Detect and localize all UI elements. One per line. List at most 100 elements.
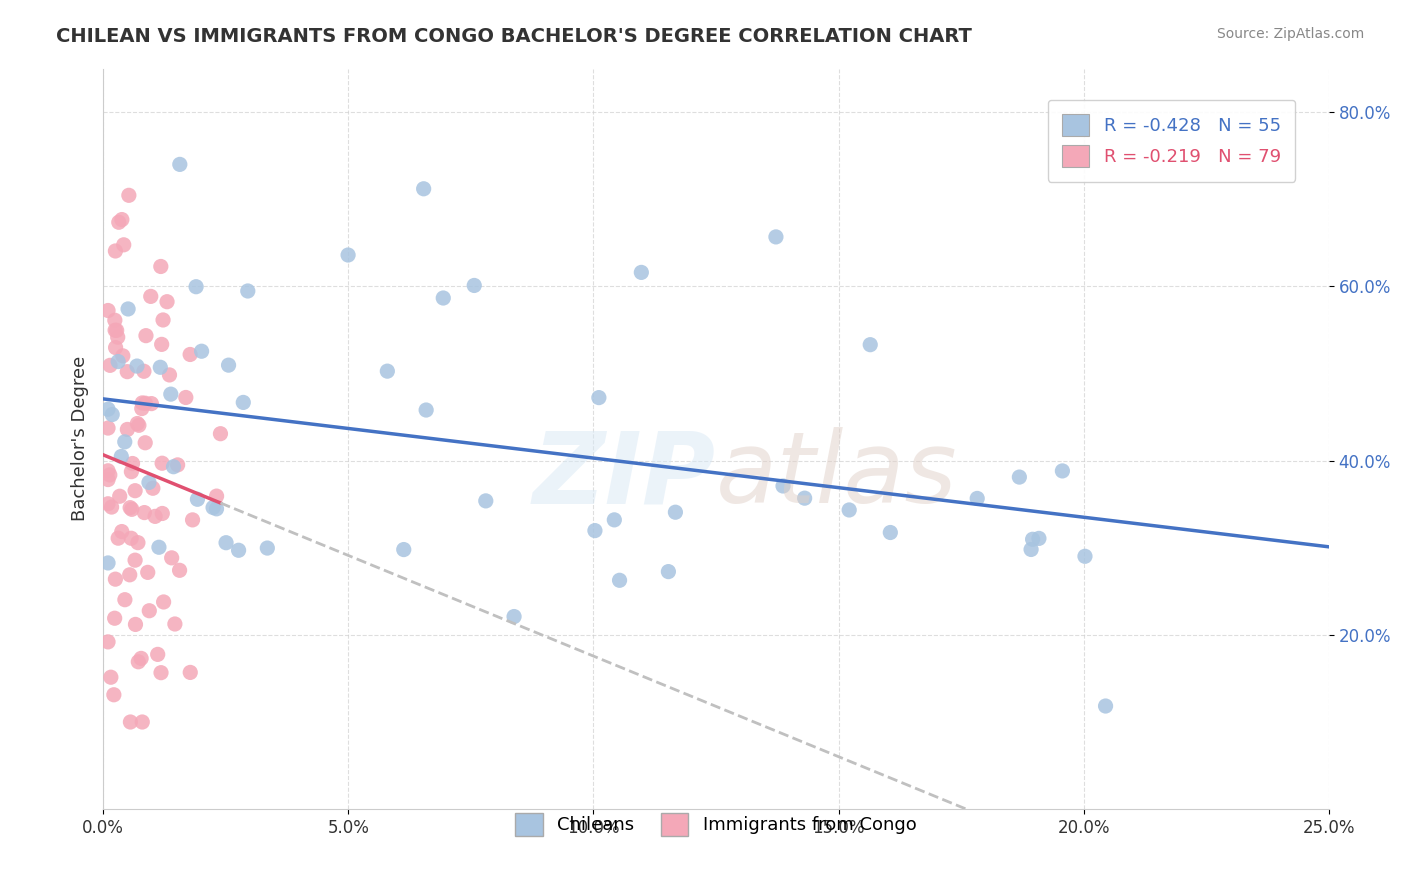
Chileans: [232, 395, 254, 409]
Immigrants from Congo: [105, 323, 128, 337]
Chileans: [375, 364, 398, 378]
Immigrants from Congo: [129, 651, 152, 665]
Chileans: [138, 475, 160, 490]
Immigrants from Congo: [100, 500, 122, 514]
Chileans: [664, 505, 686, 519]
Immigrants from Congo: [152, 313, 174, 327]
Immigrants from Congo: [108, 489, 131, 503]
Chileans: [169, 157, 191, 171]
Chileans: [859, 337, 882, 351]
Chileans: [838, 503, 860, 517]
Chileans: [149, 360, 172, 375]
Immigrants from Congo: [97, 421, 120, 435]
Chileans: [765, 230, 787, 244]
Immigrants from Congo: [131, 401, 153, 416]
Chileans: [463, 278, 485, 293]
Immigrants from Congo: [131, 714, 153, 729]
Immigrants from Congo: [136, 566, 159, 580]
Immigrants from Congo: [111, 349, 134, 363]
Immigrants from Congo: [117, 365, 139, 379]
Chileans: [337, 248, 360, 262]
Chileans: [966, 491, 988, 506]
Chileans: [475, 494, 498, 508]
Y-axis label: Bachelor's Degree: Bachelor's Degree: [72, 356, 89, 522]
Text: CHILEAN VS IMMIGRANTS FROM CONGO BACHELOR'S DEGREE CORRELATION CHART: CHILEAN VS IMMIGRANTS FROM CONGO BACHELO…: [56, 27, 972, 45]
Chileans: [583, 524, 606, 538]
Chileans: [412, 182, 434, 196]
Immigrants from Congo: [111, 524, 134, 539]
Immigrants from Congo: [152, 595, 174, 609]
Immigrants from Congo: [121, 457, 143, 471]
Immigrants from Congo: [104, 313, 127, 327]
Chileans: [205, 501, 228, 516]
Immigrants from Congo: [104, 244, 127, 258]
Immigrants from Congo: [104, 323, 127, 337]
Immigrants from Congo: [135, 328, 157, 343]
Immigrants from Congo: [97, 635, 120, 649]
Chileans: [101, 408, 124, 422]
Chileans: [1008, 470, 1031, 484]
Immigrants from Congo: [134, 506, 156, 520]
Chileans: [793, 491, 815, 505]
Chileans: [1074, 549, 1097, 564]
Immigrants from Congo: [160, 550, 183, 565]
Immigrants from Congo: [143, 509, 166, 524]
Immigrants from Congo: [120, 465, 142, 479]
Chileans: [879, 525, 901, 540]
Immigrants from Congo: [141, 396, 163, 410]
Immigrants from Congo: [156, 294, 179, 309]
Immigrants from Congo: [181, 513, 204, 527]
Immigrants from Congo: [134, 435, 156, 450]
Chileans: [236, 284, 259, 298]
Chileans: [1019, 542, 1042, 557]
Chileans: [110, 450, 132, 464]
Chileans: [588, 391, 610, 405]
Chileans: [415, 403, 437, 417]
Chileans: [97, 556, 120, 570]
Immigrants from Congo: [97, 473, 120, 487]
Immigrants from Congo: [150, 456, 173, 470]
Immigrants from Congo: [117, 422, 139, 436]
Immigrants from Congo: [163, 617, 186, 632]
Chileans: [184, 279, 207, 293]
Immigrants from Congo: [127, 417, 149, 431]
Immigrants from Congo: [128, 418, 150, 433]
Immigrants from Congo: [104, 341, 127, 355]
Immigrants from Congo: [124, 617, 146, 632]
Immigrants from Congo: [132, 364, 155, 378]
Chileans: [215, 535, 238, 549]
Immigrants from Congo: [107, 330, 129, 344]
Legend: Chileans, Immigrants from Congo: Chileans, Immigrants from Congo: [506, 805, 925, 845]
Chileans: [202, 500, 225, 515]
Immigrants from Congo: [100, 670, 122, 684]
Immigrants from Congo: [97, 464, 120, 478]
Immigrants from Congo: [118, 188, 141, 202]
Immigrants from Congo: [120, 714, 142, 729]
Immigrants from Congo: [111, 212, 134, 227]
Chileans: [1028, 532, 1050, 546]
Immigrants from Congo: [118, 567, 141, 582]
Chileans: [1021, 533, 1043, 547]
Immigrants from Congo: [98, 467, 121, 482]
Immigrants from Congo: [120, 500, 142, 515]
Immigrants from Congo: [114, 592, 136, 607]
Chileans: [159, 387, 181, 401]
Chileans: [432, 291, 454, 305]
Chileans: [1052, 464, 1074, 478]
Immigrants from Congo: [142, 481, 165, 495]
Immigrants from Congo: [149, 260, 172, 274]
Text: atlas: atlas: [716, 427, 957, 524]
Immigrants from Congo: [134, 396, 156, 410]
Immigrants from Congo: [169, 563, 191, 577]
Chileans: [603, 513, 626, 527]
Chileans: [125, 359, 148, 373]
Immigrants from Congo: [97, 303, 120, 318]
Immigrants from Congo: [121, 502, 143, 516]
Immigrants from Congo: [127, 655, 149, 669]
Chileans: [392, 542, 415, 557]
Chileans: [256, 541, 278, 555]
Chileans: [228, 543, 250, 558]
Immigrants from Congo: [209, 426, 232, 441]
Chileans: [162, 459, 184, 474]
Immigrants from Congo: [107, 531, 129, 545]
